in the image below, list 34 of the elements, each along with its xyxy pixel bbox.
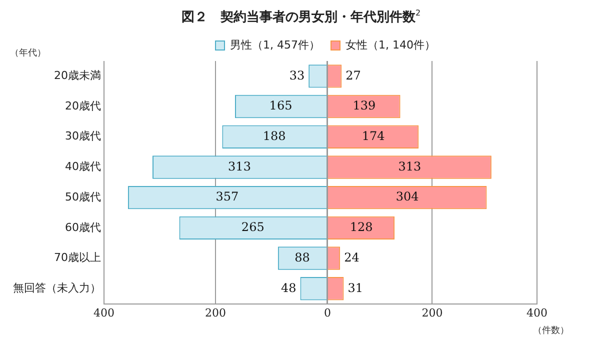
- data-label: 304: [395, 190, 419, 204]
- y-tick-label: 20歳未満: [54, 69, 101, 82]
- y-axis-title: （年代）: [10, 47, 46, 58]
- y-tick-label: 無回答（未入力）: [13, 281, 101, 294]
- data-label: 31: [347, 280, 363, 295]
- legend-label: 男性（1, 457件）: [230, 38, 320, 52]
- data-label: 188: [262, 129, 286, 143]
- data-label: 357: [216, 190, 239, 204]
- data-label: 313: [398, 159, 421, 174]
- x-axis-title: （件数）: [532, 325, 568, 336]
- x-tick-label: 200: [205, 306, 226, 320]
- data-label: 24: [344, 250, 360, 264]
- data-label: 128: [349, 220, 372, 234]
- data-label: 48: [280, 280, 296, 295]
- legend-label: 女性（1, 140件）: [345, 38, 435, 52]
- x-tick-label: 400: [94, 306, 114, 320]
- y-tick-label: 20歳代: [65, 99, 101, 112]
- y-tick-label: 60歳代: [65, 220, 101, 234]
- chart-title: 図２ 契約当事者の男女別・年代別件数$^{2}$: [180, 8, 422, 26]
- data-label: 27: [345, 68, 360, 82]
- data-label: 139: [352, 98, 376, 113]
- y-tick-label: 50歳代: [65, 190, 101, 204]
- x-tick-label: 200: [421, 306, 442, 320]
- y-tick-label: 30歳代: [65, 130, 101, 143]
- data-label: 313: [228, 159, 251, 174]
- data-label: 174: [361, 129, 385, 143]
- data-label: 165: [269, 98, 292, 113]
- data-label: 33: [289, 68, 305, 82]
- y-tick-label: 70歳以上: [54, 251, 101, 264]
- data-label: 88: [294, 250, 310, 264]
- x-tick-label: 0: [324, 306, 330, 320]
- data-label: 265: [241, 220, 264, 234]
- y-tick-label: 40歳代: [65, 160, 101, 174]
- x-tick-label: 400: [526, 306, 547, 320]
